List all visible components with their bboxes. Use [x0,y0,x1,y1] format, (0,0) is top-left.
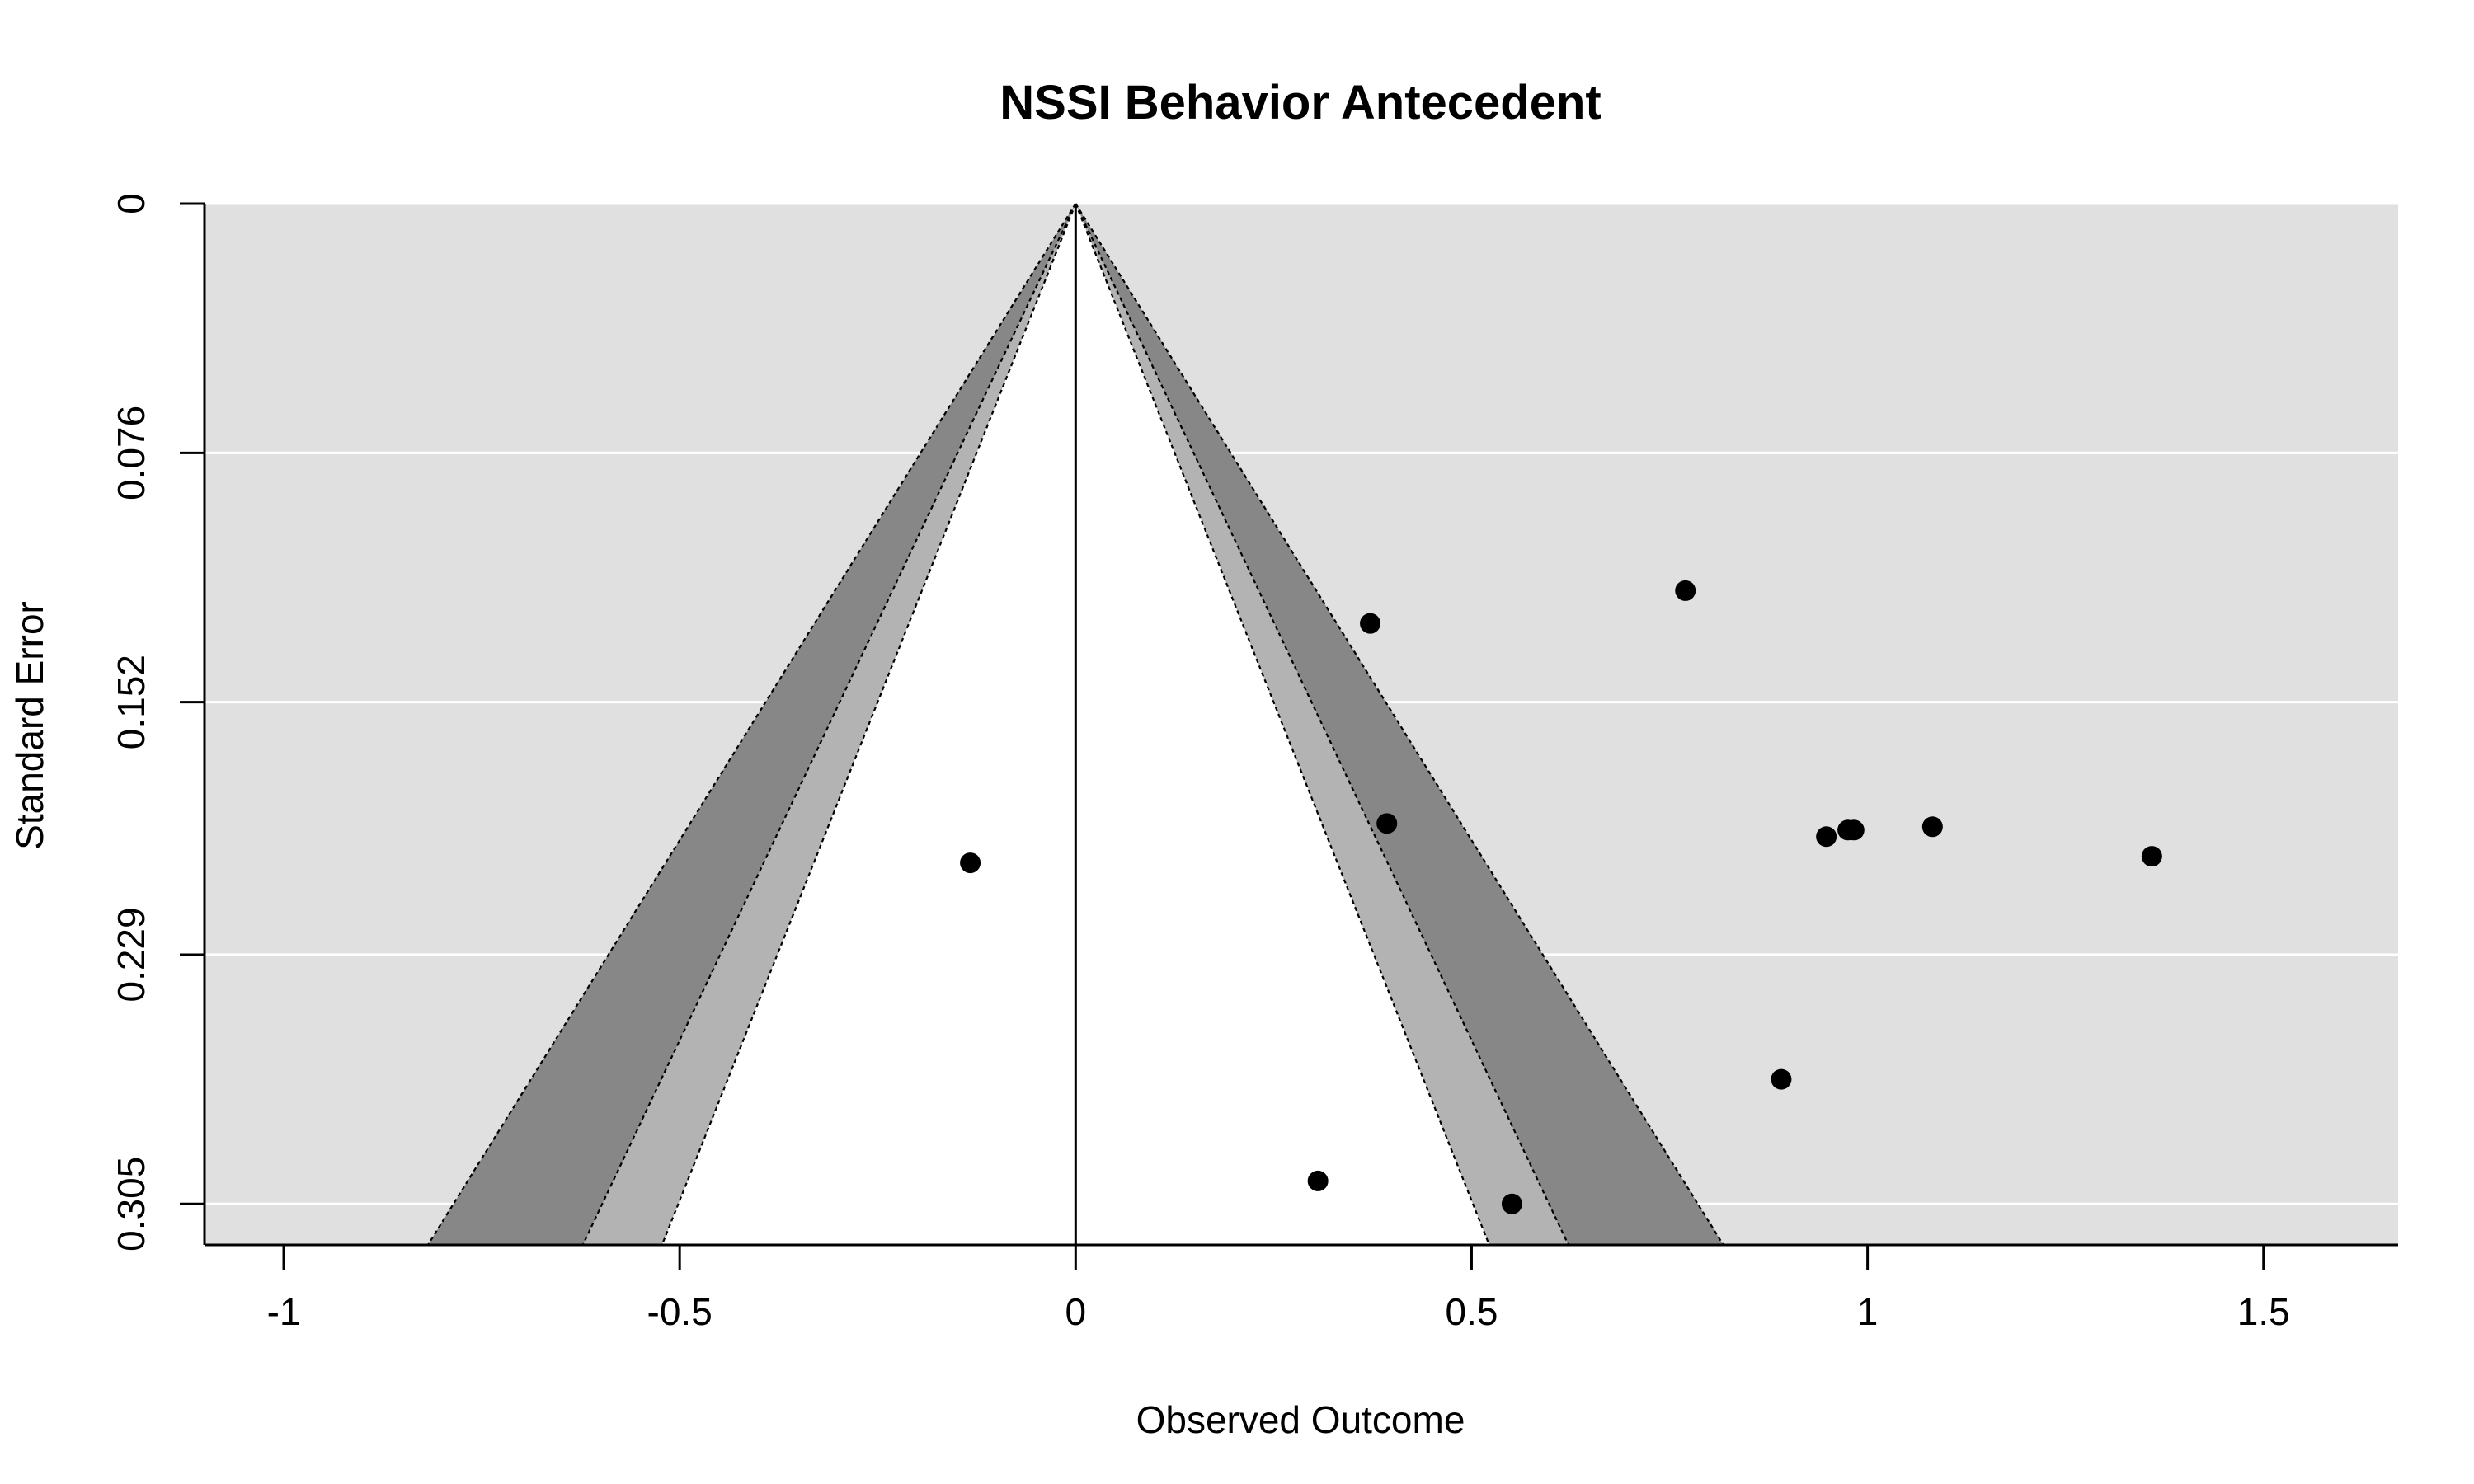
y-tick-label-4: 0.305 [110,1157,153,1252]
data-point-1 [1360,613,1381,634]
x-tick-label-3: 0.5 [1445,1290,1498,1333]
data-point-3 [960,852,981,874]
x-tick-label-4: 1 [1857,1290,1879,1333]
data-point-4 [1816,826,1837,848]
x-tick-label-0: -1 [267,1290,301,1333]
data-point-9 [1771,1068,1792,1090]
x-tick-label-5: 1.5 [2237,1290,2290,1333]
x-axis-label: Observed Outcome [1136,1398,1465,1441]
data-point-0 [1675,580,1696,601]
y-tick-label-0: 0 [110,193,153,214]
data-point-10 [1307,1170,1329,1191]
data-point-7 [1921,816,1943,838]
x-tick-labels: -1 -0.5 0 0.5 1 1.5 [267,1290,2290,1333]
data-point-8 [2141,846,2162,867]
axes [180,202,2398,1270]
funnel-boundary-1-left [581,203,1077,1246]
y-tick-label-1: 0.076 [110,406,153,500]
funnel-boundaries [426,203,1724,1246]
y-tick-labels: 0 0.076 0.152 0.229 0.305 [110,193,153,1252]
funnel-boundary-0-left [661,203,1077,1246]
data-point-6 [1843,819,1865,841]
funnel-boundary-2-left [426,203,1077,1246]
funnel-boundary-2-right [1075,203,1724,1246]
y-axis-label: Standard Error [8,601,51,850]
chart-title: NSSI Behavior Antecedent [999,76,1601,129]
data-point-11 [1501,1193,1522,1214]
y-tick-label-2: 0.152 [110,655,153,749]
funnel-boundary-0-right [1075,203,1490,1246]
x-tick-label-1: -0.5 [647,1290,713,1333]
funnel-boundary-1-right [1075,203,1569,1246]
x-tick-label-2: 0 [1065,1290,1087,1333]
data-points [960,580,2162,1214]
data-point-2 [1376,813,1398,834]
y-tick-label-3: 0.229 [110,907,153,1002]
